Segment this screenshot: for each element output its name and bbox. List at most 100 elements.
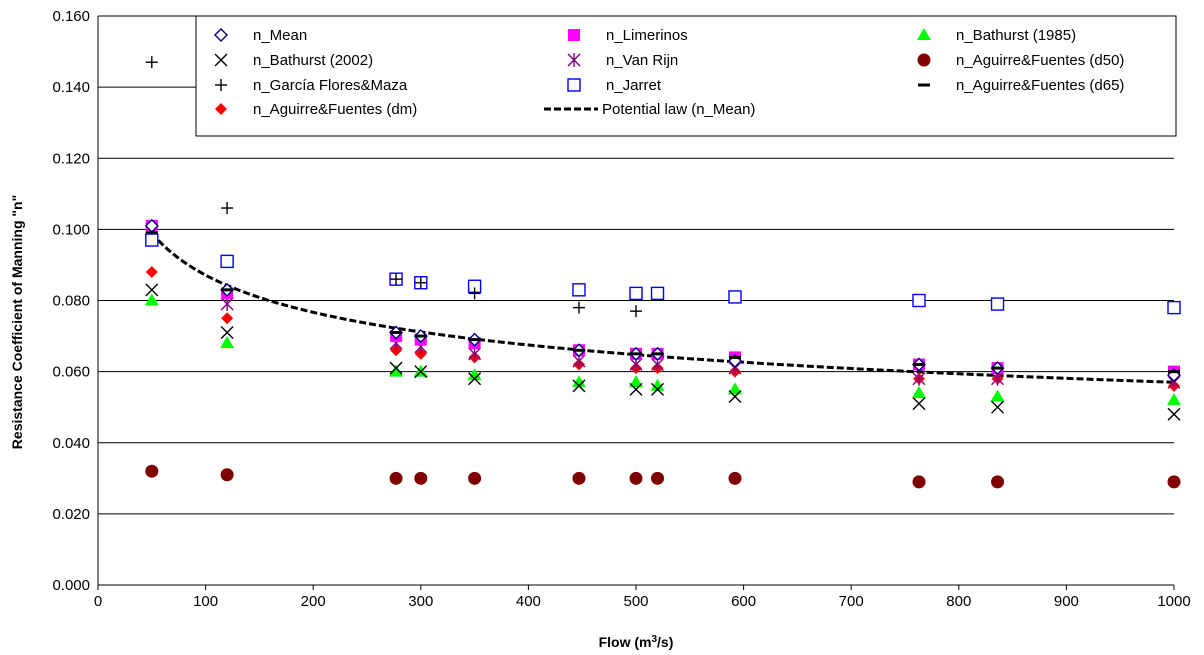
marker-shape — [414, 347, 427, 360]
legend-item: n_Bathurst (2002) — [214, 52, 373, 69]
data-point — [145, 233, 159, 247]
axes — [97, 16, 1175, 590]
marker-shape — [220, 254, 234, 269]
x-tick-labels: 0 100 200 300 400 500 600 700 800 900 1000 — [94, 593, 1191, 610]
data-point — [572, 471, 586, 485]
legend-label: n_Bathurst (2002) — [253, 52, 373, 69]
data-point — [221, 202, 234, 215]
y-axis-title: Resistance Coefficient of Manning "n" — [9, 195, 25, 449]
data-point — [145, 266, 158, 279]
data-point — [144, 293, 159, 306]
marker-shape — [214, 28, 228, 42]
data-point — [220, 254, 234, 269]
marker-shape — [629, 382, 643, 396]
marker-shape — [911, 385, 926, 398]
x-tick-label: 900 — [1054, 593, 1079, 610]
marker-shape — [220, 336, 235, 349]
y-tick-labels: 0.000 0.020 0.040 0.060 0.080 0.100 0.120 0.140… — [52, 8, 90, 594]
x-tick-label: 200 — [301, 593, 326, 610]
data-points — [144, 56, 1181, 489]
marker-shape — [912, 397, 926, 411]
series-dash — [145, 231, 1180, 374]
data-point — [991, 475, 1005, 489]
marker-shape — [917, 53, 931, 67]
marker-shape — [917, 28, 931, 40]
marker-shape — [144, 293, 159, 306]
data-point — [1167, 475, 1181, 489]
data-point — [912, 293, 926, 308]
data-point — [912, 397, 926, 411]
data-point — [389, 471, 403, 485]
marker-shape — [727, 382, 742, 395]
legend-swatch — [215, 103, 227, 115]
legend-label: n_Mean — [253, 27, 307, 44]
marker-shape — [568, 29, 580, 41]
marker-shape — [145, 266, 158, 279]
data-point — [220, 468, 234, 482]
data-point — [629, 382, 643, 396]
x-tick-label: 600 — [731, 593, 756, 610]
marker-shape — [214, 53, 228, 67]
data-point — [414, 471, 428, 485]
marker-shape — [571, 375, 586, 388]
data-point — [991, 400, 1005, 414]
data-point — [413, 364, 428, 377]
data-point — [651, 382, 665, 396]
data-point — [414, 365, 428, 379]
data-point — [727, 382, 742, 395]
data-point — [571, 375, 586, 388]
data-point — [220, 326, 234, 340]
legend-label: n_Aguirre&Fuentes (dm) — [253, 101, 417, 118]
data-point — [728, 390, 742, 404]
data-point — [728, 471, 742, 485]
data-point — [468, 346, 482, 361]
y-tick-label: 0.100 — [52, 221, 90, 238]
marker-shape — [572, 471, 586, 485]
marker-shape — [1167, 475, 1181, 489]
data-point — [728, 290, 742, 304]
marker-shape — [414, 365, 428, 379]
data-point — [390, 273, 403, 286]
legend-item: Potential law (n_Mean) — [544, 101, 755, 118]
legend-item: n_Aguirre&Fuentes (d50) — [917, 52, 1124, 69]
legend-item: n_Aguirre&Fuentes (dm) — [215, 101, 417, 118]
marker-shape — [912, 293, 926, 308]
legend: n_Mean n_Limerinos n_Bathurst (1985) n_Bath… — [195, 15, 1177, 137]
legend-label: n_Aguirre&Fuentes (d50) — [956, 52, 1124, 69]
data-point — [220, 297, 234, 312]
x-tick-label: 100 — [193, 593, 218, 610]
marker-shape — [145, 233, 159, 247]
legend-item: n_Van Rijn — [567, 52, 678, 69]
y-tick-label: 0.040 — [52, 435, 90, 452]
series-triangle-filled — [144, 293, 1181, 406]
data-point — [630, 305, 642, 318]
marker-shape — [468, 372, 482, 386]
x-tick-label: 0 — [94, 593, 102, 610]
legend-swatch — [215, 79, 227, 91]
marker-shape — [215, 103, 227, 115]
series-x — [145, 283, 1181, 421]
marker-shape — [991, 475, 1005, 489]
marker-shape — [651, 471, 665, 485]
marker-shape — [145, 464, 159, 478]
legend-item: n_García Flores&Maza — [215, 77, 408, 94]
data-point — [389, 364, 404, 377]
legend-item: n_Limerinos — [568, 27, 688, 44]
y-tick-label: 0.020 — [52, 506, 90, 523]
data-point — [912, 475, 926, 489]
marker-shape — [389, 361, 403, 375]
series-square-open — [145, 233, 1181, 315]
series-plus — [145, 56, 642, 318]
marker-shape — [221, 312, 234, 325]
legend-item: n_Jarret — [567, 77, 662, 94]
data-point — [1167, 300, 1181, 315]
y-tick-label: 0.000 — [52, 577, 90, 594]
legend-swatch — [567, 53, 581, 67]
x-tick-label: 800 — [946, 593, 971, 610]
marker-shape — [389, 364, 404, 377]
y-tick-label: 0.120 — [52, 150, 90, 167]
marker-shape — [1167, 393, 1181, 406]
legend-label: n_Bathurst (1985) — [956, 27, 1076, 44]
data-point — [145, 283, 159, 297]
